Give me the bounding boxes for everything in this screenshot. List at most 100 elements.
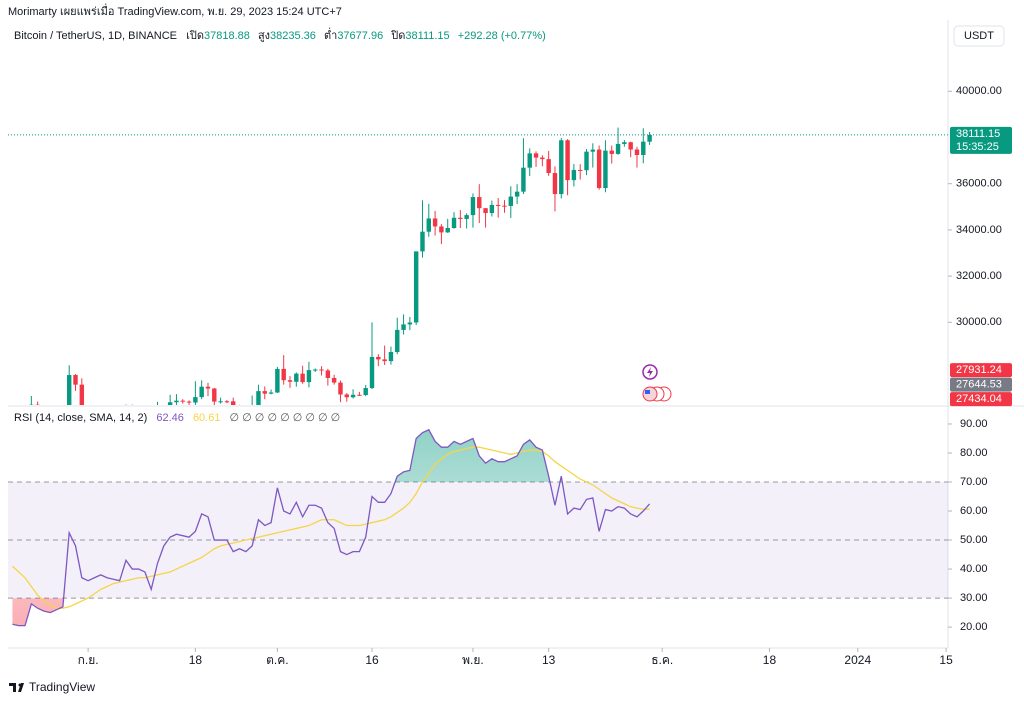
candle-body <box>306 370 312 383</box>
x-tick-label: 18 <box>189 653 203 667</box>
candle-body <box>281 368 286 381</box>
y-tick-label: 20.00 <box>960 621 988 633</box>
candle-body <box>477 197 482 209</box>
rsi-line <box>12 428 651 627</box>
candle-body <box>615 143 621 154</box>
candle-body <box>357 394 362 396</box>
candle-body <box>212 388 217 402</box>
candle-body <box>445 228 450 233</box>
x-tick-label: 16 <box>365 653 379 667</box>
currency-button[interactable] <box>953 25 1005 47</box>
x-tick-label: พ.ย. <box>462 653 484 667</box>
candle-body <box>451 217 457 229</box>
candle-body <box>344 394 349 398</box>
y-tick-label: 50.00 <box>960 534 988 546</box>
candle-body <box>268 392 274 394</box>
candle-body <box>29 404 34 405</box>
currency-label: USDT <box>964 30 994 42</box>
candle-body <box>470 197 476 216</box>
y-tick-label: 32000.00 <box>956 270 1002 282</box>
x-tick-label: ก.ย. <box>78 653 99 667</box>
candle-body <box>73 375 78 385</box>
candle-body <box>489 204 495 214</box>
flag-canton <box>645 390 650 394</box>
candle-body <box>609 150 614 154</box>
candle-body <box>319 369 324 371</box>
candle-body <box>426 218 431 232</box>
ohlc-label: ต่ำ <box>324 27 337 42</box>
candle-body <box>262 391 267 394</box>
candle-body <box>35 404 40 405</box>
candle-body <box>287 380 293 382</box>
candle-body <box>79 384 85 405</box>
x-tick-label: 15 <box>939 653 953 667</box>
candle-body <box>167 402 173 405</box>
x-tick-label: 18 <box>763 653 777 667</box>
price-marker-label: 27931.24 <box>956 364 1002 376</box>
candle-body <box>256 391 261 405</box>
rsi-header: RSI (14, close, SMA, 14, 2) 62.46 60.61 … <box>14 412 340 424</box>
y-tick-label: 70.00 <box>960 476 988 488</box>
rsi-sma-value: 60.61 <box>193 412 221 424</box>
brand: TradingView <box>9 680 95 694</box>
candle-body <box>432 218 438 227</box>
candle-body <box>571 169 577 181</box>
candle-body <box>464 215 469 219</box>
candle-body <box>401 324 406 330</box>
candle-body <box>300 373 305 383</box>
event-icons <box>642 364 672 402</box>
candle-body <box>458 217 463 219</box>
ohlc-label: สูง <box>258 30 270 42</box>
candle-body <box>584 151 589 171</box>
y-tick-label: 80.00 <box>960 447 988 459</box>
candle-body <box>628 142 633 150</box>
candle-body <box>395 329 400 353</box>
candle-body <box>577 169 583 171</box>
ohlc-value: 37818.88 <box>204 30 250 42</box>
price-marker-bg <box>950 392 1012 407</box>
candle-body <box>622 142 627 144</box>
candle-body <box>66 375 72 405</box>
indicator-icons: ∅ ∅ ∅ ∅ ∅ ∅ ∅ ∅ ∅ <box>230 412 341 424</box>
candle-body <box>533 153 539 158</box>
price-marker-label: 27644.53 <box>956 378 1002 390</box>
last-price-label: 38111.15 <box>956 128 1000 140</box>
change: +292.28 (+0.77%) <box>458 30 546 42</box>
y-tick-label: 40.00 <box>960 563 988 575</box>
last-price-label-bg <box>950 126 1012 154</box>
candle-body <box>552 173 558 195</box>
publisher-line: Morimarty เผยแพร่เมื่อ TradingView.com, … <box>8 3 342 18</box>
candle-body <box>275 368 280 393</box>
candle-body <box>382 359 387 362</box>
candle-body <box>193 397 198 403</box>
price-marker-label: 27434.04 <box>956 393 1002 405</box>
symbol-title: Bitcoin / TetherUS, 1D, BINANCE <box>14 30 177 42</box>
brand-name: TradingView <box>29 680 95 694</box>
candles <box>29 127 652 405</box>
candle-body <box>331 377 337 383</box>
x-tick-label: ธ.ค. <box>651 653 673 667</box>
x-tick-label: 13 <box>542 653 556 667</box>
y-tick-label: 60.00 <box>960 505 988 517</box>
brand-logo-dot <box>18 683 22 687</box>
candle-body <box>350 394 356 398</box>
ohlc-label: ปิด <box>390 30 405 42</box>
countdown-label: 15:35:25 <box>956 141 999 153</box>
candle-body <box>546 159 551 174</box>
candle-body <box>603 150 608 189</box>
candle-body <box>495 204 501 206</box>
y-tick-label: 34000.00 <box>956 224 1002 236</box>
candle-body <box>218 401 223 403</box>
candle-body <box>647 134 652 142</box>
candle-body <box>634 149 640 156</box>
candle-body <box>590 149 596 152</box>
y-tick-label: 30.00 <box>960 592 988 604</box>
candle-body <box>565 140 570 181</box>
candle-body <box>407 322 413 325</box>
x-tick-label: 2024 <box>844 653 871 667</box>
candle-body <box>540 157 545 160</box>
candle-body <box>313 369 318 371</box>
candle-body <box>174 400 179 403</box>
